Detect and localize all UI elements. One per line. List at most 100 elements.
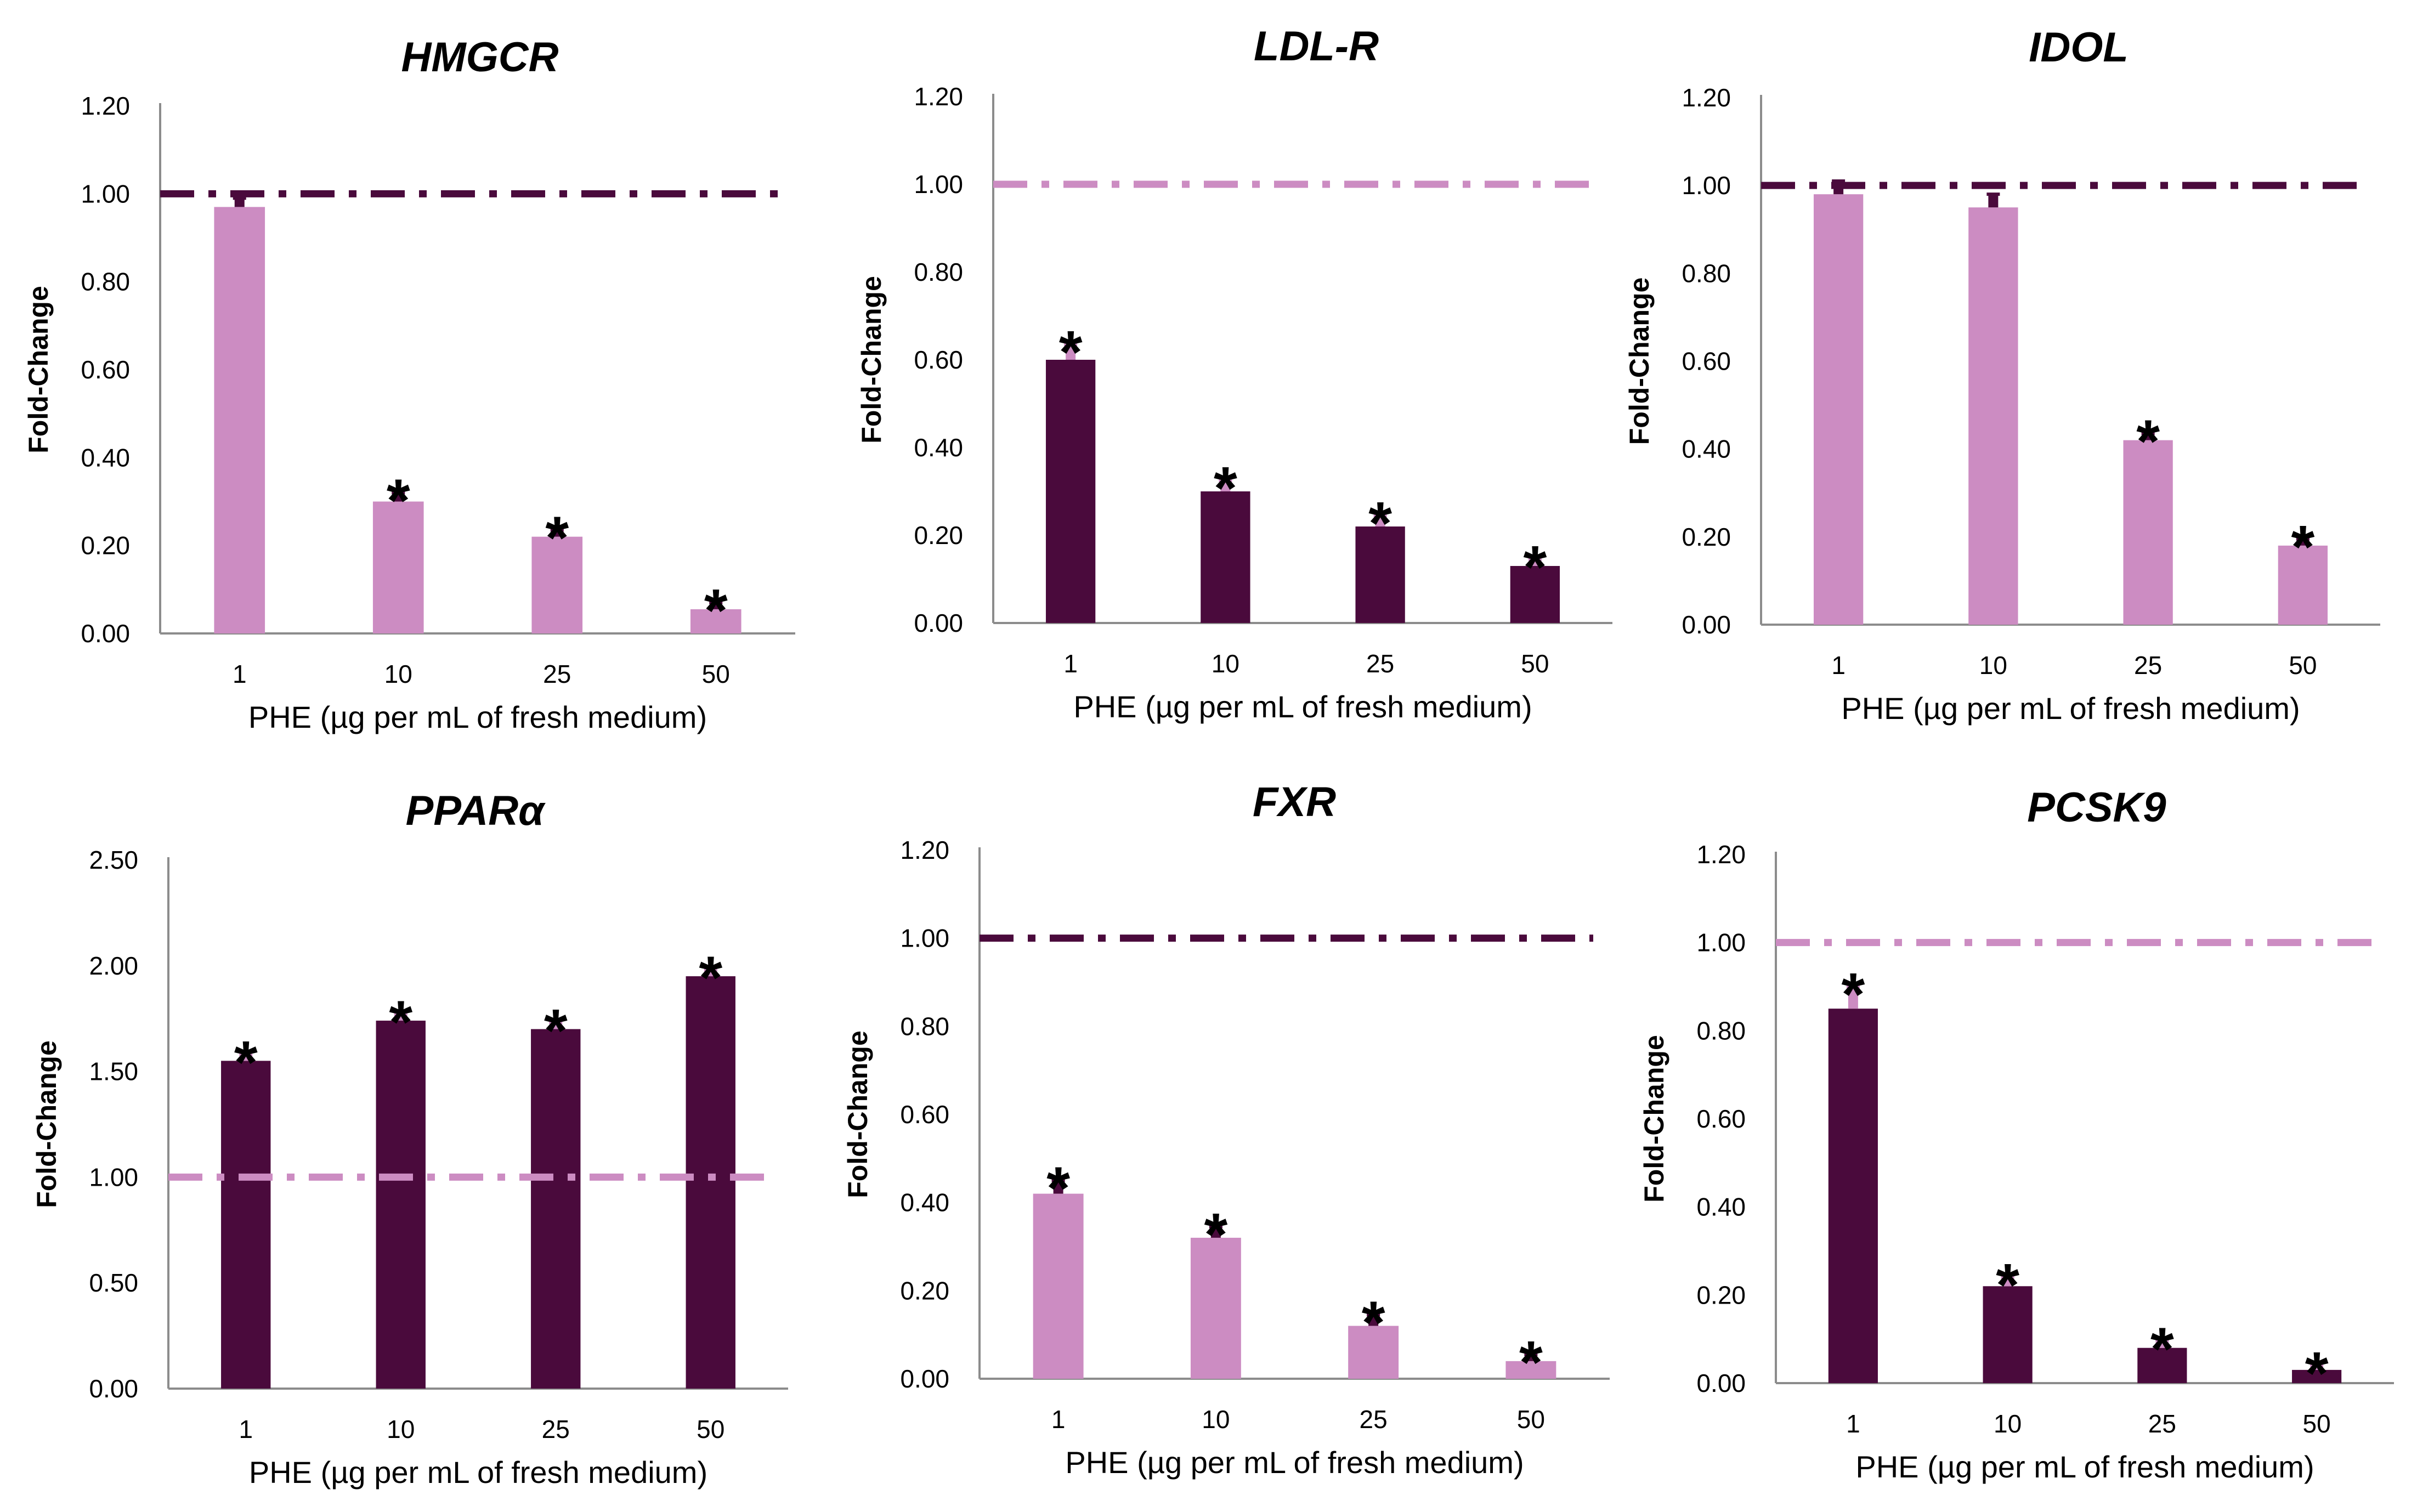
y-tick-label: 1.20	[1696, 840, 1746, 869]
bar	[531, 536, 583, 633]
significance-star: *	[2150, 1316, 2174, 1383]
y-tick-label: 0.60	[1696, 1105, 1746, 1133]
significance-star: *	[389, 988, 412, 1056]
error-bar	[2312, 1365, 2322, 1370]
x-tick-label: 1	[1063, 649, 1078, 678]
bar	[1510, 566, 1560, 623]
chart-panel-1: HMGCR 0.00 0.20 0.40 0.60 0.80 1.00 1.20 1 * 10 * 25…	[23, 34, 795, 734]
error-bar	[1220, 480, 1231, 491]
x-tick-label: 10	[1212, 649, 1239, 678]
chart-title: IDOL	[2029, 24, 2129, 71]
chart-panel-2: LDL-R 0.00 0.20 0.40 0.60 0.80 1.00 1.20 * 1 * 10 * 2…	[856, 23, 1612, 724]
error-bar	[234, 198, 245, 207]
x-axis-label: PHE (µg per mL of fresh medium)	[1073, 689, 1532, 724]
bar	[1045, 360, 1096, 623]
x-tick-label: 50	[697, 1415, 724, 1443]
bar	[1355, 526, 1405, 623]
chart-title: PCSK9	[2027, 784, 2166, 831]
chart-title: FXR	[1253, 779, 1336, 825]
y-tick-label: 0.40	[1696, 1193, 1746, 1221]
x-tick-label: 10	[1994, 1409, 2022, 1438]
error-bar	[711, 602, 721, 609]
chart-title: PPARα	[406, 788, 546, 834]
significance-star: *	[545, 505, 569, 572]
x-tick-label: 50	[702, 660, 730, 688]
error-bar	[1368, 1315, 1379, 1326]
y-tick-label: 1.20	[1682, 83, 1731, 112]
bar	[2292, 1369, 2342, 1383]
error-bar	[2297, 539, 2308, 546]
y-tick-label: 0.00	[914, 609, 963, 637]
y-tick-label: 0.60	[81, 355, 130, 384]
y-tick-label: 0.60	[914, 346, 963, 374]
x-axis-label: PHE (µg per mL of fresh medium)	[248, 700, 707, 734]
y-tick-label: 0.80	[1682, 259, 1731, 287]
significance-star: *	[704, 577, 728, 644]
bar	[1201, 491, 1250, 623]
bar	[690, 609, 741, 633]
x-tick-label: 10	[387, 1415, 415, 1443]
x-tick-label: 50	[1517, 1405, 1545, 1434]
error-bar	[241, 1054, 251, 1061]
significance-star: *	[544, 997, 568, 1064]
error-bar	[2143, 433, 2153, 440]
bar	[214, 207, 265, 634]
x-tick-label: 25	[1366, 649, 1394, 678]
error-bar	[2002, 1277, 2013, 1287]
x-tick-label: 25	[2148, 1409, 2176, 1438]
bar	[1968, 207, 2018, 625]
y-tick-label: 1.20	[900, 836, 949, 864]
bar	[686, 976, 735, 1389]
chart-panel-6: PCSK9 0.00 0.20 0.40 0.60 0.80 1.00 1.20 * 1 * 10 * 2…	[1639, 784, 2394, 1484]
x-tick-label: 1	[1831, 651, 1846, 679]
bar	[2278, 545, 2328, 625]
error-bar	[1210, 1226, 1221, 1238]
significance-star: *	[1059, 319, 1083, 386]
significance-star: *	[2291, 513, 2314, 581]
error-bar	[395, 1014, 406, 1021]
y-tick-label: 0.00	[1696, 1369, 1746, 1397]
x-tick-label: 25	[543, 660, 571, 688]
x-tick-label: 25	[2134, 651, 2162, 679]
y-tick-label: 1.00	[89, 1163, 138, 1191]
chart-title: LDL-R	[1254, 23, 1379, 70]
y-tick-label: 0.20	[900, 1276, 949, 1305]
y-tick-label: 2.50	[89, 846, 138, 874]
y-axis-label: Fold-Change	[842, 1030, 873, 1198]
x-tick-label: 1	[233, 660, 247, 688]
x-tick-label: 10	[1202, 1405, 1230, 1434]
significance-star: *	[699, 944, 722, 1012]
error-bar	[1053, 1180, 1063, 1194]
x-tick-label: 1	[1846, 1409, 1860, 1438]
y-tick-label: 2.00	[89, 952, 138, 980]
chart-panel-4: PPARα 0.00 0.50 1.00 1.50 2.00 2.50 * 1 * 10 * 25 * 50…	[31, 788, 788, 1490]
x-axis-label: PHE (µg per mL of fresh medium)	[249, 1455, 707, 1490]
y-tick-label: 1.00	[900, 924, 949, 953]
y-tick-label: 0.40	[914, 433, 963, 462]
y-tick-label: 1.20	[81, 92, 130, 120]
y-axis-label: Fold-Change	[856, 276, 887, 444]
y-tick-label: 0.00	[81, 619, 130, 648]
y-axis-label: Fold-Change	[23, 286, 54, 454]
y-tick-label: 0.80	[81, 268, 130, 296]
significance-star: *	[1368, 490, 1392, 557]
x-tick-label: 25	[1360, 1405, 1388, 1434]
significance-star: *	[1214, 455, 1237, 522]
error-bar	[705, 970, 716, 977]
y-tick-label: 1.00	[1696, 928, 1746, 957]
error-bar	[1066, 344, 1076, 360]
bar	[372, 501, 424, 633]
x-tick-label: 10	[384, 660, 412, 688]
x-axis-label: PHE (µg per mL of fresh medium)	[1855, 1449, 2314, 1484]
y-tick-label: 0.80	[1696, 1016, 1746, 1045]
y-tick-label: 1.50	[89, 1057, 138, 1086]
bar	[221, 1061, 271, 1389]
bar	[1983, 1286, 2033, 1383]
bar	[531, 1029, 581, 1389]
significance-star: *	[1519, 1329, 1543, 1396]
y-tick-label: 1.00	[1682, 171, 1731, 200]
y-tick-label: 0.20	[914, 521, 963, 550]
chart-panel-3: IDOL 0.00 0.20 0.40 0.60 0.80 1.00 1.20 1 10 * 25 * 5…	[1624, 24, 2380, 726]
y-tick-label: 0.80	[914, 258, 963, 286]
